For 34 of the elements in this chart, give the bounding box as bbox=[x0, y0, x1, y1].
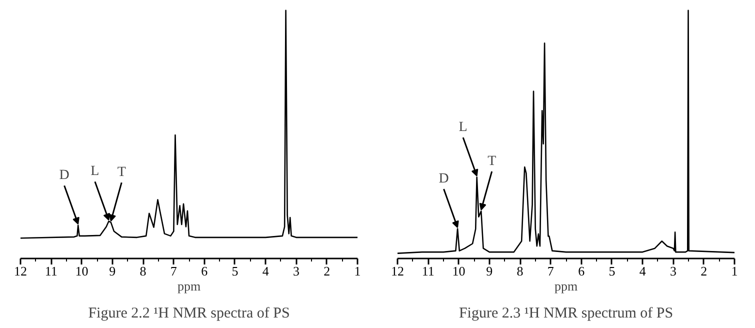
x-tick-label: 7 bbox=[170, 264, 178, 278]
x-tick-label: 4 bbox=[639, 264, 646, 278]
x-tick-label: 6 bbox=[201, 264, 208, 278]
x-tick-label: 11 bbox=[422, 264, 434, 278]
annotation: T bbox=[117, 165, 126, 180]
x-tick-label: 3 bbox=[292, 264, 300, 278]
x-axis-title: ppm bbox=[177, 278, 201, 294]
x-tick-label: 2 bbox=[324, 264, 330, 278]
x-tick-label: 7 bbox=[547, 264, 554, 278]
x-tick-label: 8 bbox=[140, 264, 146, 278]
x-tick-label: 5 bbox=[232, 264, 238, 278]
annotation: L bbox=[90, 164, 100, 180]
text: Figure 2.3 ¹H NMR spectrum of PS bbox=[458, 306, 674, 322]
x-tick-label: 5 bbox=[608, 264, 616, 278]
x-tick-label: 3 bbox=[670, 264, 676, 278]
x-tick-label: 9 bbox=[486, 264, 493, 278]
x-tick-label: 4 bbox=[262, 264, 270, 278]
x-tick-label: 6 bbox=[578, 264, 586, 278]
x-tick-label: 11 bbox=[44, 264, 58, 278]
x-tick-label: 1 bbox=[354, 264, 361, 278]
x-tick-label: 12 bbox=[14, 264, 27, 278]
annotation: L bbox=[458, 120, 468, 135]
x-tick-label: 10 bbox=[75, 264, 88, 278]
x-tick-label: 9 bbox=[109, 264, 116, 278]
annotation: T bbox=[488, 154, 497, 169]
x-tick-label: 12 bbox=[391, 264, 404, 278]
x-tick-label: 1 bbox=[731, 264, 738, 278]
text: Figure 2.2 ¹H NMR spectra of PS bbox=[88, 306, 290, 322]
x-axis-title: ppm bbox=[554, 278, 578, 294]
x-tick-label: 8 bbox=[516, 264, 524, 278]
x-tick-label: 2 bbox=[700, 264, 708, 278]
x-tick-label: 10 bbox=[452, 264, 466, 278]
annotation: D bbox=[59, 168, 70, 184]
annotation: D bbox=[438, 172, 449, 187]
